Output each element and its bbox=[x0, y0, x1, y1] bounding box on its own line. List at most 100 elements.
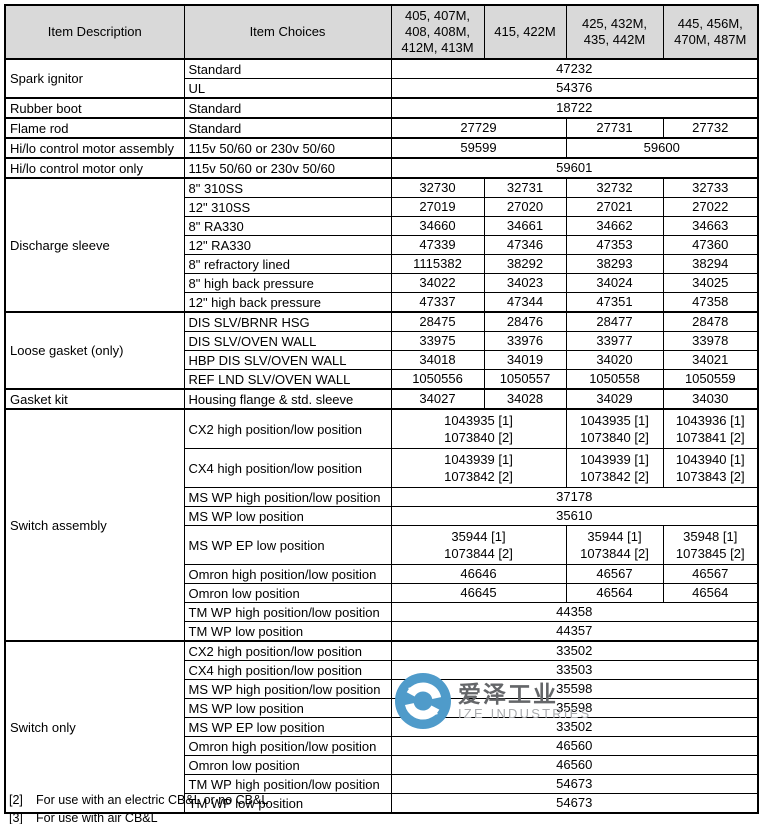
item-choice-cell: 8" RA330 bbox=[183, 216, 392, 236]
part-number-cell: 34022 bbox=[390, 273, 485, 293]
item-choice-cell: Omron high position/low position bbox=[183, 564, 392, 584]
item-choice-cell: TM WP high position/low position bbox=[183, 602, 392, 622]
item-choice-cell: MS WP low position bbox=[183, 506, 392, 526]
item-choice-cell: HBP DIS SLV/OVEN WALL bbox=[183, 350, 392, 370]
part-number-cell: 34029 bbox=[565, 388, 664, 410]
table-body: Spark ignitor Standard 47232 UL 54376 Rubber … bbox=[4, 58, 759, 814]
part-number-cell: 34027 bbox=[390, 388, 485, 410]
part-number-cell: 1043935 [1] 1073840 [2] bbox=[390, 408, 567, 449]
part-number-cell: 37178 bbox=[390, 487, 759, 507]
table-row: Rubber boot Standard 18722 bbox=[4, 97, 759, 119]
part-number-cell: 35948 [1] 1073845 [2] bbox=[662, 525, 759, 565]
item-choice-cell: REF LND SLV/OVEN WALL bbox=[183, 369, 392, 390]
footnote-text: For use with an electric CB&L or no CB&L bbox=[36, 793, 269, 807]
col-header-item-description: Item Description bbox=[4, 4, 185, 60]
part-number-cell: 27731 bbox=[565, 117, 664, 139]
part-number-cell: 32731 bbox=[483, 177, 567, 198]
part-number-cell: 47232 bbox=[390, 58, 759, 79]
part-number-cell: 34018 bbox=[390, 350, 485, 370]
table-row: Omron low position 46560 bbox=[5, 755, 759, 775]
part-number-cell: 32733 bbox=[662, 177, 759, 198]
table-row: Switch only CX2 high position/low positio… bbox=[4, 640, 759, 814]
item-choice-cell: DIS SLV/BRNR HSG bbox=[183, 311, 392, 332]
part-number-cell: 27022 bbox=[662, 197, 759, 217]
item-description-cell: Spark ignitor bbox=[4, 58, 185, 99]
part-number-cell: 47353 bbox=[565, 235, 664, 255]
col-header-models-4: 445, 456M, 470M, 487M bbox=[662, 4, 759, 60]
part-number-cell: 38293 bbox=[565, 254, 664, 274]
table-row: Omron high position/low position 46560 bbox=[5, 736, 759, 756]
table-row: MS WP EP low position 35944 [1] 1073844 [… bbox=[5, 525, 759, 565]
col-header-models-2: 415, 422M bbox=[483, 4, 567, 60]
part-number-cell: 47337 bbox=[390, 292, 485, 313]
item-choice-cell: TM WP low position bbox=[183, 621, 392, 642]
item-choice-cell: TM WP high position/low position bbox=[183, 774, 392, 794]
table-row: CX4 high position/low position 1043939 [1… bbox=[5, 448, 759, 488]
part-number-cell: 34020 bbox=[565, 350, 664, 370]
footnote-marker: [2] bbox=[9, 793, 23, 807]
item-description-cell: Hi/lo control motor assembly bbox=[4, 137, 185, 159]
item-choice-cell: MS WP EP low position bbox=[183, 525, 392, 565]
table-row: Hi/lo control motor only 115v 50/60 or 23… bbox=[4, 157, 759, 179]
item-choice-cell: 12" RA330 bbox=[183, 235, 392, 255]
part-number-cell: 46560 bbox=[390, 755, 759, 775]
footnote: [2] For use with an electric CB&L or no … bbox=[9, 791, 268, 809]
table-row: 8" high back pressure 34022 34023 34024 3402… bbox=[5, 273, 759, 293]
item-choice-cell: 8" high back pressure bbox=[183, 273, 392, 293]
item-choice-cell: 8" refractory lined bbox=[183, 254, 392, 274]
item-choice-cell: 8" 310SS bbox=[183, 177, 392, 198]
part-number-cell: 46564 bbox=[662, 583, 759, 603]
part-number-cell: 34660 bbox=[390, 216, 485, 236]
part-number-cell: 27732 bbox=[662, 117, 759, 139]
table-row: CX4 high position/low position 33503 bbox=[5, 660, 759, 680]
table-row: MS WP high position/low position 37178 bbox=[5, 487, 759, 507]
part-number-cell: 28475 bbox=[390, 311, 485, 332]
table-row: Gasket kit Housing flange & std. sleeve 34… bbox=[4, 388, 759, 410]
part-number-cell: 33978 bbox=[662, 331, 759, 351]
item-choice-cell: 115v 50/60 or 230v 50/60 bbox=[183, 137, 392, 159]
table-row: TM WP low position 54673 bbox=[5, 793, 759, 814]
item-description-cell: Hi/lo control motor only bbox=[4, 157, 185, 179]
part-number-cell: 46567 bbox=[565, 564, 664, 584]
table-row: REF LND SLV/OVEN WALL 1050556 1050557 10505… bbox=[5, 369, 759, 390]
part-number-cell: 27019 bbox=[390, 197, 485, 217]
part-number-cell: 54376 bbox=[390, 78, 759, 99]
part-number-cell: 33976 bbox=[483, 331, 567, 351]
part-number-cell: 38292 bbox=[483, 254, 567, 274]
part-number-cell: 35598 bbox=[390, 698, 759, 718]
table-row: Discharge sleeve 8" 310SS 32730 32731 32732 3… bbox=[4, 177, 759, 313]
part-number-cell: 28477 bbox=[565, 311, 664, 332]
item-choice-cell: 115v 50/60 or 230v 50/60 bbox=[183, 157, 392, 179]
table-row: TM WP high position/low position 54673 bbox=[5, 774, 759, 794]
part-number-cell: 33503 bbox=[390, 660, 759, 680]
part-number-cell: 35610 bbox=[390, 506, 759, 526]
part-number-cell: 1043939 [1] 1073842 [2] bbox=[565, 448, 664, 488]
part-number-cell: 59600 bbox=[565, 137, 759, 159]
part-number-cell: 32732 bbox=[565, 177, 664, 198]
part-number-cell: 54673 bbox=[390, 774, 759, 794]
item-choice-cell: CX2 high position/low position bbox=[183, 640, 392, 661]
header-row: Item Description Item Choices 405, 407M,… bbox=[4, 4, 759, 60]
part-number-cell: 34025 bbox=[662, 273, 759, 293]
item-choice-cell: CX4 high position/low position bbox=[183, 448, 392, 488]
item-choice-cell: TM WP low position bbox=[183, 793, 392, 814]
col-header-item-choices: Item Choices bbox=[183, 4, 392, 60]
part-number-cell: 34019 bbox=[483, 350, 567, 370]
item-choice-cell: CX2 high position/low position bbox=[183, 408, 392, 449]
item-description-cell: Rubber boot bbox=[4, 97, 185, 119]
part-number-cell: 1050558 bbox=[565, 369, 664, 390]
part-number-cell: 46564 bbox=[565, 583, 664, 603]
part-number-cell: 34023 bbox=[483, 273, 567, 293]
table-row: HBP DIS SLV/OVEN WALL 34018 34019 34020 3402… bbox=[5, 350, 759, 370]
item-choice-cell: 12" high back pressure bbox=[183, 292, 392, 313]
part-number-cell: 18722 bbox=[390, 97, 759, 119]
item-choice-cell: Omron low position bbox=[183, 755, 392, 775]
part-number-cell: 34024 bbox=[565, 273, 664, 293]
table-row: TM WP high position/low position 44358 bbox=[5, 602, 759, 622]
table-row: TM WP low position 44357 bbox=[5, 621, 759, 642]
part-number-cell: 47346 bbox=[483, 235, 567, 255]
part-number-cell: 38294 bbox=[662, 254, 759, 274]
item-description-cell: Switch assembly bbox=[4, 408, 185, 642]
part-number-cell: 1043935 [1] 1073840 [2] bbox=[565, 408, 664, 449]
